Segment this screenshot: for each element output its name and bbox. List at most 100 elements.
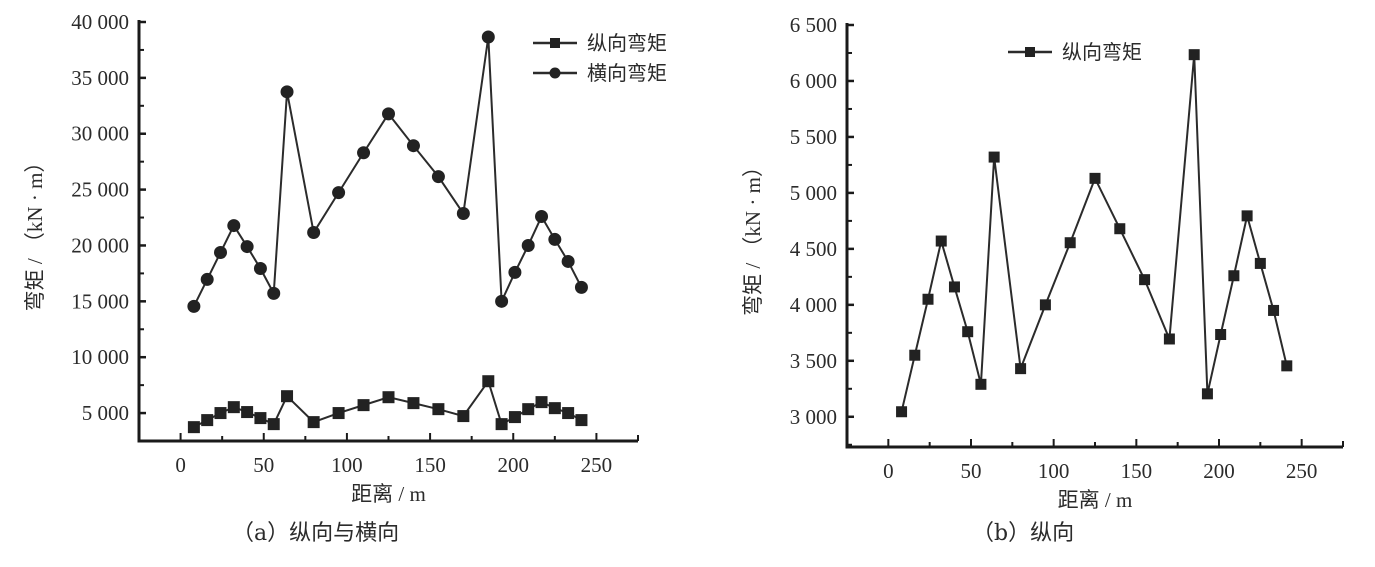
- circle-marker: [332, 186, 346, 200]
- square-marker: [562, 407, 575, 420]
- square-marker: [575, 414, 588, 427]
- square-marker: [267, 418, 280, 431]
- circle-marker: [357, 146, 371, 160]
- square-marker: [1025, 47, 1035, 57]
- circle-marker: [431, 170, 445, 184]
- caption-b: （b）纵向: [972, 521, 1075, 546]
- square-marker: [1254, 257, 1266, 269]
- y-tick-label: 4 000: [790, 293, 837, 317]
- square-marker: [1163, 333, 1175, 345]
- square-marker: [975, 378, 987, 390]
- y-tick-label: 6 500: [790, 13, 837, 37]
- square-marker: [281, 390, 294, 403]
- circle-marker: [280, 85, 294, 99]
- square-marker: [1139, 274, 1151, 286]
- circle-marker: [187, 299, 201, 313]
- legend-label: 纵向弯矩: [1062, 40, 1142, 64]
- square-marker: [227, 401, 240, 414]
- square-marker: [1201, 388, 1213, 400]
- chart-a-plot: 5 000 10 000 15 000 20 000 25 000 30 000 35 00…: [23, 10, 667, 506]
- square-marker: [187, 421, 200, 434]
- series-transverse: [187, 30, 588, 313]
- x-axis-title: 距离 / m: [1058, 488, 1133, 512]
- square-marker: [457, 410, 470, 423]
- square-marker: [495, 418, 508, 431]
- circle-marker: [382, 107, 395, 121]
- caption-a: （a）纵向与横向: [232, 521, 400, 546]
- y-tick-label: 20 000: [71, 233, 129, 257]
- chart-b-plot: 3 000 3 500 4 000 4 500 5 000 5 500 6 000 6 500…: [741, 13, 1344, 512]
- square-marker: [988, 151, 1000, 163]
- circle-marker: [481, 30, 495, 44]
- legend-label: 横向弯矩: [587, 61, 667, 85]
- x-tick-label: 100: [1038, 459, 1070, 483]
- square-marker: [1089, 172, 1101, 184]
- y-tick-label: 3 000: [790, 405, 837, 429]
- circle-marker: [456, 207, 470, 221]
- x-tick-label: 200: [1203, 459, 1235, 483]
- square-marker: [307, 416, 320, 429]
- circle-marker: [495, 294, 509, 308]
- y-tick-label: 5 000: [790, 181, 837, 205]
- series-line: [192, 36, 583, 307]
- y-tick-label: 15 000: [71, 289, 129, 313]
- y-tick-label: 5 000: [82, 401, 129, 425]
- y-tick-label: 35 000: [71, 66, 129, 90]
- x-tick-label: 250: [581, 453, 613, 477]
- y-tick-label: 25 000: [71, 178, 129, 202]
- y-tick-label: 10 000: [71, 345, 129, 369]
- square-marker: [357, 399, 370, 412]
- x-tick-label: 200: [498, 453, 530, 477]
- y-tick-label: 3 500: [790, 349, 837, 373]
- square-marker: [1015, 363, 1027, 375]
- circle-marker: [548, 232, 562, 246]
- circle-marker: [240, 240, 254, 254]
- legend-label: 纵向弯矩: [587, 31, 667, 55]
- circle-marker: [267, 286, 281, 300]
- x-tick-label: 50: [961, 459, 982, 483]
- series-line: [900, 54, 1288, 412]
- x-tick-label: 0: [883, 459, 894, 483]
- square-marker: [1281, 360, 1293, 372]
- square-marker: [1215, 329, 1227, 341]
- circle-marker: [214, 246, 228, 260]
- y-tick-label: 40 000: [71, 10, 129, 34]
- circle-marker: [508, 265, 522, 279]
- square-marker: [535, 396, 548, 409]
- square-marker: [432, 403, 445, 416]
- square-marker: [382, 391, 395, 404]
- series-longitudinal: [896, 49, 1293, 418]
- x-tick-label: 150: [414, 453, 446, 477]
- x-tick-label: 100: [331, 453, 363, 477]
- legend-item: 横向弯矩: [533, 61, 667, 85]
- square-marker: [1241, 210, 1253, 222]
- circle-marker: [561, 254, 575, 268]
- square-marker: [508, 411, 521, 424]
- x-axis-title: 距离 / m: [351, 482, 426, 506]
- circle-marker: [253, 261, 267, 275]
- circle-marker: [549, 67, 561, 79]
- square-marker: [254, 412, 267, 425]
- square-marker: [214, 407, 227, 420]
- y-tick-label: 6 000: [790, 69, 837, 93]
- y-tick-label: 30 000: [71, 122, 129, 146]
- y-axis-title: 弯矩 / （kN · m）: [23, 152, 47, 312]
- circle-marker: [227, 219, 241, 233]
- square-marker: [550, 38, 560, 48]
- square-marker: [962, 326, 974, 338]
- square-marker: [1268, 304, 1280, 316]
- circle-marker: [406, 139, 420, 153]
- x-tick-label: 250: [1286, 459, 1318, 483]
- y-axis-title: 弯矩 / （kN · m）: [741, 156, 765, 316]
- x-tick-label: 0: [175, 453, 186, 477]
- legend-item: 纵向弯矩: [533, 31, 667, 55]
- circle-marker: [307, 226, 321, 240]
- square-marker: [548, 402, 561, 415]
- square-marker: [896, 406, 908, 418]
- circle-marker: [535, 210, 549, 224]
- y-tick-label: 5 500: [790, 125, 837, 149]
- square-marker: [332, 407, 345, 420]
- legend-item: 纵向弯矩: [1008, 40, 1142, 64]
- x-tick-label: 150: [1121, 459, 1153, 483]
- square-marker: [1039, 299, 1051, 311]
